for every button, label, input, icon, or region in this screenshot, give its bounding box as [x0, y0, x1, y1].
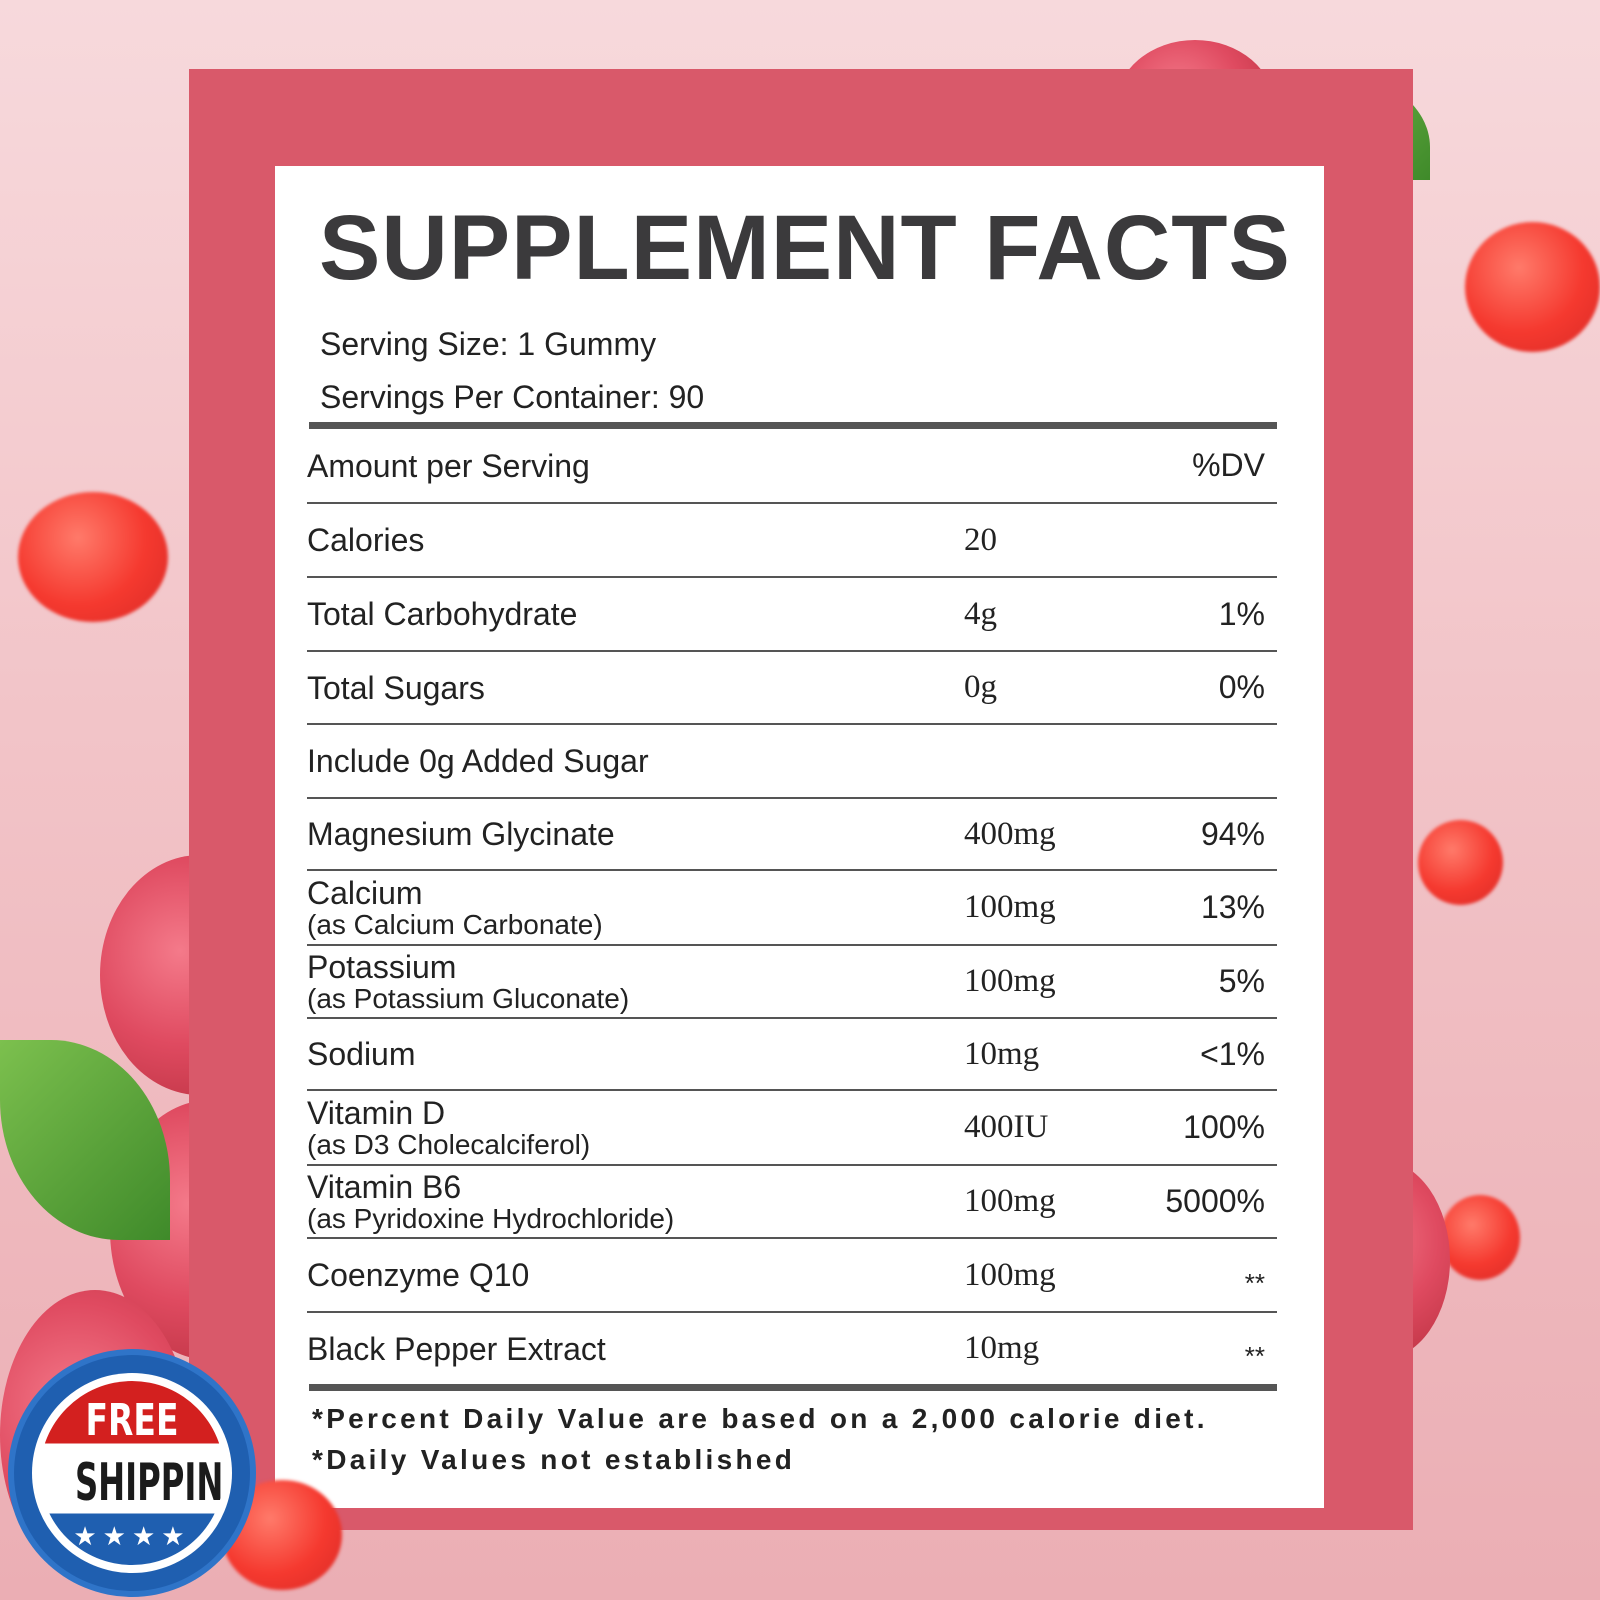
nutrient-dv: <1%	[1200, 1035, 1265, 1072]
nutrient-name: Vitamin B6	[307, 1168, 462, 1205]
nutrient-dv: 5%	[1218, 963, 1265, 999]
table-row: Potassium (as Potassium Gluconate) 100mg…	[307, 946, 1277, 1019]
nutrient-name: Include 0g Added Sugar	[307, 743, 649, 779]
supplement-facts-card	[275, 166, 1324, 1508]
divider	[309, 422, 1277, 429]
table-row: Sodium 10mg <1%	[307, 1019, 1277, 1091]
nutrient-name: Total Carbohydrate	[307, 596, 578, 632]
nutrient-name-cell: Black Pepper Extract	[307, 1313, 606, 1384]
nutrient-name-cell: Magnesium Glycinate	[307, 799, 615, 869]
nutrient-name: Vitamin D	[307, 1094, 446, 1131]
nutrient-dv: **	[1244, 1268, 1265, 1298]
nutrient-name-cell: Potassium (as Potassium Gluconate)	[307, 946, 629, 1017]
nutrient-amount: 100mg	[964, 889, 1056, 925]
nutrient-amount: 0g	[964, 669, 997, 705]
gummy-image	[18, 492, 168, 622]
serving-size: Serving Size: 1 Gummy	[320, 326, 657, 362]
nutrient-name: Total Sugars	[307, 669, 485, 706]
nutrient-name-cell: Coenzyme Q10	[307, 1239, 529, 1311]
table-row: Include 0g Added Sugar	[307, 725, 1277, 799]
nutrient-name-cell: Vitamin D (as D3 Cholecalciferol)	[307, 1091, 590, 1164]
amount-header: Amount per Serving	[307, 447, 590, 484]
nutrient-name-cell: Calcium (as Calcium Carbonate)	[307, 871, 603, 944]
dv-header: %DV	[1192, 447, 1265, 483]
table-row: Total Carbohydrate 4g 1%	[307, 578, 1277, 652]
nutrient-amount: 10mg	[964, 1035, 1040, 1072]
nutrient-name-cell: Total Sugars	[307, 652, 485, 723]
nutrient-name: Calcium	[307, 874, 423, 911]
nutrient-amount: 400IU	[964, 1109, 1049, 1145]
nutrient-amount: 100mg	[964, 963, 1056, 999]
divider	[309, 1384, 1277, 1391]
nutrient-amount: 4g	[964, 595, 997, 632]
nutrient-amount: 100mg	[964, 1183, 1056, 1219]
nutrient-name: Potassium	[307, 948, 457, 985]
gummy-image	[1465, 222, 1600, 352]
nutrient-dv: 1%	[1218, 595, 1265, 632]
nutrient-dv: 100%	[1183, 1109, 1265, 1145]
servings-per-container: Servings Per Container: 90	[320, 379, 705, 415]
star-icon: ★★★★	[73, 1521, 191, 1551]
nutrient-amount: 100mg	[964, 1256, 1056, 1293]
badge-main-text: SHIPPING	[74, 1453, 224, 1513]
table-row: Calories 20	[307, 504, 1277, 578]
nutrient-name: Coenzyme Q10	[307, 1257, 530, 1293]
nutrient-name-cell: Include 0g Added Sugar	[307, 725, 649, 797]
nutrient-amount: 400mg	[964, 815, 1056, 852]
nutrient-name-cell: Sodium	[307, 1019, 416, 1089]
free-shipping-badge: FREE SHIPPING ★★★★	[14, 1355, 250, 1591]
nutrient-source: (as Potassium Gluconate)	[307, 982, 630, 1014]
nutrient-amount: 10mg	[964, 1330, 1040, 1366]
nutrient-dv: 0%	[1218, 669, 1265, 705]
table-row: Black Pepper Extract 10mg **	[307, 1313, 1277, 1384]
nutrient-source: (as D3 Cholecalciferol)	[307, 1128, 591, 1160]
nutrient-name: Sodium	[307, 1036, 416, 1072]
nutrient-name-cell: Vitamin B6 (as Pyridoxine Hydrochloride)	[307, 1166, 674, 1237]
table-row: Coenzyme Q10 100mg **	[307, 1239, 1277, 1313]
table-row: Vitamin B6 (as Pyridoxine Hydrochloride)…	[307, 1166, 1277, 1239]
page-title: SUPPLEMENT FACTS	[319, 197, 1291, 299]
gummy-image	[1418, 820, 1503, 905]
table-row: Calcium (as Calcium Carbonate) 100mg 13%	[307, 871, 1277, 946]
table-header: Amount per Serving %DV	[307, 429, 1277, 504]
table-row: Vitamin D (as D3 Cholecalciferol) 400IU …	[307, 1091, 1277, 1166]
table-row: Magnesium Glycinate 400mg 94%	[307, 799, 1277, 871]
nutrient-source: (as Calcium Carbonate)	[307, 908, 603, 940]
footnote: *Daily Values not established	[312, 1444, 796, 1475]
nutrient-amount: 20	[964, 521, 997, 558]
nutrient-dv: 13%	[1200, 889, 1265, 925]
nutrient-name-cell: Total Carbohydrate	[307, 578, 577, 650]
nutrient-name: Magnesium Glycinate	[307, 816, 615, 852]
footnote: *Percent Daily Value are based on a 2,00…	[312, 1403, 1208, 1434]
nutrient-dv: 94%	[1200, 815, 1265, 852]
nutrient-source: (as Pyridoxine Hydrochloride)	[307, 1202, 675, 1234]
nutrient-name: Calories	[307, 522, 425, 558]
table-row: Total Sugars 0g 0%	[307, 652, 1277, 725]
nutrient-dv: **	[1244, 1341, 1265, 1371]
badge-top-text: FREE	[85, 1395, 179, 1446]
nutrient-name-cell: Calories	[307, 504, 424, 576]
gummy-image	[1440, 1195, 1520, 1280]
nutrient-name: Black Pepper Extract	[307, 1330, 606, 1367]
nutrient-dv: 5000%	[1165, 1183, 1265, 1219]
